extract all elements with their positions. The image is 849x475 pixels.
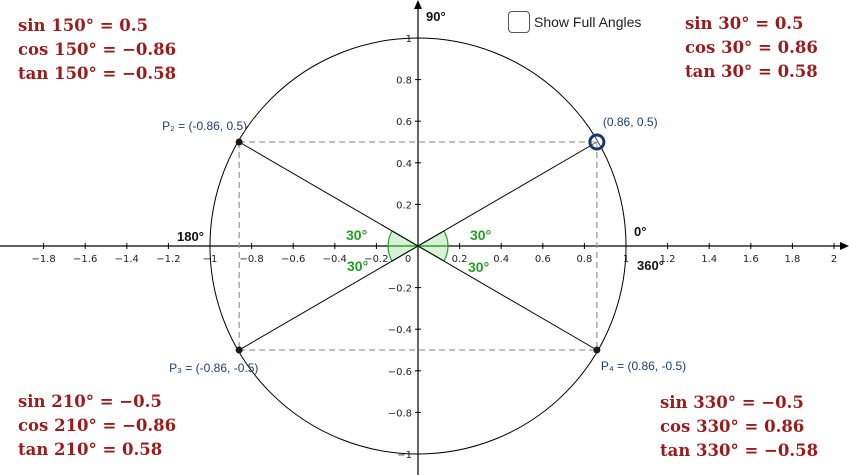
point-p3	[235, 346, 243, 354]
y-tick-label: 0.2	[396, 200, 412, 211]
angle-label-lower-left: 30°	[347, 258, 368, 274]
y-tick-label: 0.6	[396, 117, 412, 128]
sin-330-value: sin 330° = −0.5	[660, 393, 804, 412]
point-p4-label: P₄ = (0.86, -0.5)	[601, 359, 686, 373]
y-tick-label: 0.4	[396, 159, 412, 170]
y-axis-arrow	[414, 0, 422, 9]
angle-label-upper-right: 30°	[470, 227, 491, 243]
y-tick-label: −0.4	[388, 325, 412, 336]
cos-210-value: cos 210° = −0.86	[18, 416, 177, 435]
point-p2	[235, 138, 243, 146]
x-axis-arrow	[840, 242, 849, 250]
tan-210-value: tan 210° = 0.58	[18, 440, 163, 459]
trig-values-150: sin 150° = 0.5 cos 150° = −0.86 tan 150°…	[18, 14, 176, 86]
y-tick-label: −0.8	[388, 408, 412, 419]
x-tick-label: −1.4	[115, 254, 139, 265]
x-tick-label: −0.8	[239, 254, 263, 265]
x-tick-label: 0	[405, 254, 411, 265]
axis-label-90: 90°	[426, 9, 446, 24]
cos-30-value: cos 30° = 0.86	[685, 38, 818, 57]
cos-150-value: cos 150° = −0.86	[18, 40, 177, 59]
axis-label-180: 180°	[177, 229, 204, 244]
point-p2-label: P₂ = (-0.86, 0.5)	[162, 119, 247, 133]
cos-330-value: cos 330° = 0.86	[660, 417, 805, 436]
point-p4	[593, 346, 601, 354]
trig-values-210: sin 210° = −0.5 cos 210° = −0.86 tan 210…	[18, 390, 176, 462]
trig-values-30: sin 30° = 0.5 cos 30° = 0.86 tan 30° = 0…	[685, 12, 818, 84]
y-tick-label: −1	[397, 450, 412, 461]
unit-circle	[209, 37, 627, 455]
angle-label-lower-right: 30°	[468, 259, 489, 275]
x-tick-label: 1.6	[743, 254, 759, 265]
tan-330-value: tan 330° = −0.58	[660, 441, 819, 460]
y-tick-label: 1	[406, 34, 412, 45]
show-full-angles-toggle[interactable]: Show Full Angles	[508, 11, 641, 33]
x-tick-label: −1.2	[156, 254, 180, 265]
point-p1-label: (0.86, 0.5)	[603, 115, 658, 129]
x-tick-label: 1.2	[660, 254, 676, 265]
point-p1	[588, 133, 606, 151]
sin-150-value: sin 150° = 0.5	[18, 16, 149, 35]
y-tick-label: −0.2	[388, 284, 412, 295]
point-p3-label: P₃ = (-0.86, -0.5)	[169, 361, 258, 375]
show-full-angles-label: Show Full Angles	[534, 14, 642, 30]
x-tick-label: 0.4	[493, 254, 509, 265]
x-tick-label: −0.4	[323, 254, 347, 265]
sin-210-value: sin 210° = −0.5	[18, 392, 162, 411]
tan-30-value: tan 30° = 0.58	[685, 62, 818, 81]
tan-150-value: tan 150° = −0.58	[18, 64, 177, 83]
sin-30-value: sin 30° = 0.5	[685, 14, 804, 33]
trig-values-330: sin 330° = −0.5 cos 330° = 0.86 tan 330°…	[660, 391, 818, 463]
y-tick-label: 0.8	[396, 76, 412, 87]
x-tick-label: 2	[831, 254, 837, 265]
x-tick-label: −1.6	[73, 254, 97, 265]
show-full-angles-checkbox[interactable]	[508, 11, 530, 33]
x-tick-label: 0.6	[535, 254, 551, 265]
x-tick-label: −1.8	[31, 254, 55, 265]
x-tick-label: 0.8	[576, 254, 592, 265]
y-tick-label: −0.6	[388, 367, 412, 378]
x-tick-label: 1.4	[701, 254, 717, 265]
x-tick-label: −0.2	[364, 254, 388, 265]
axis-label-0: 0°	[634, 224, 646, 239]
radius-line-p3-p1	[238, 141, 598, 351]
angle-label-upper-left: 30°	[346, 227, 367, 243]
x-tick-label: 0.2	[452, 254, 468, 265]
x-tick-label: 1.8	[784, 254, 800, 265]
x-tick-label: −0.6	[281, 254, 305, 265]
axis-label-360: 360°	[637, 258, 664, 273]
